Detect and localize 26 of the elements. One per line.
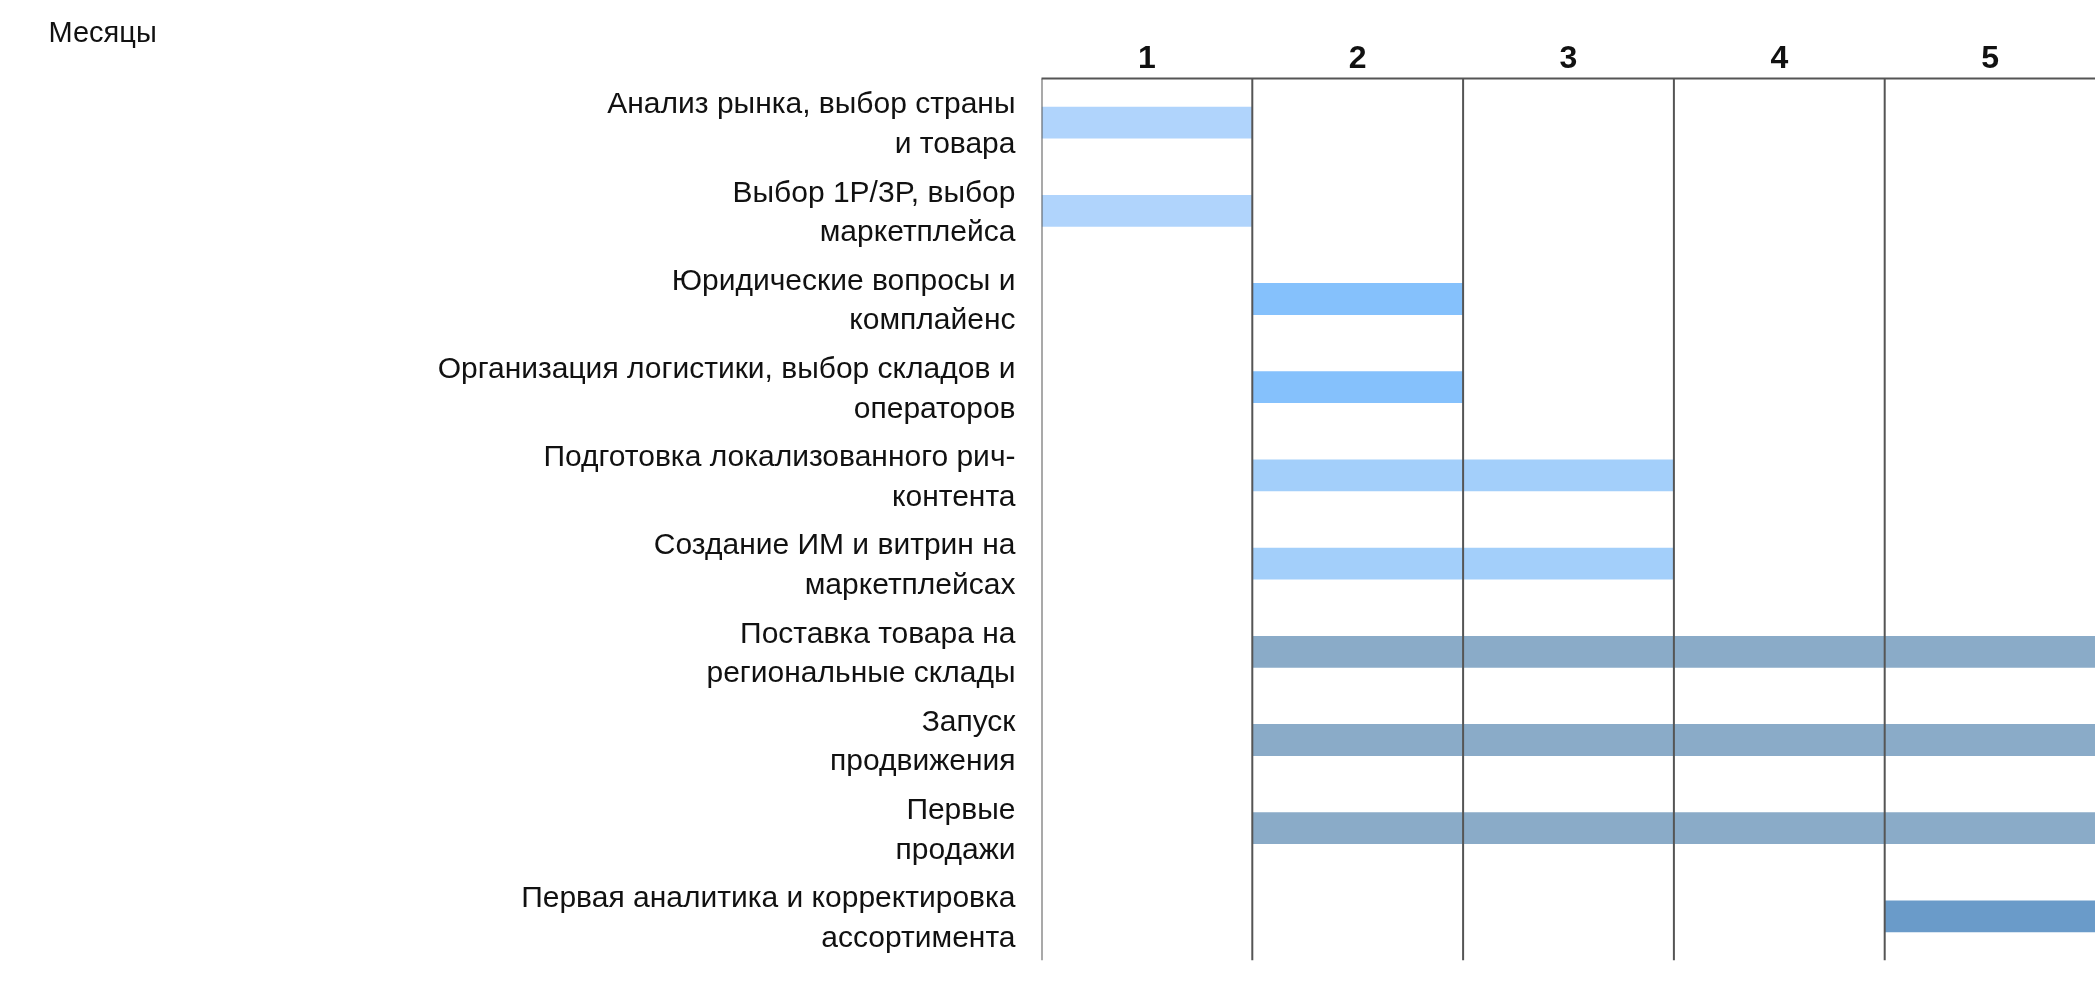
x-tick-label: 1 <box>1138 38 1156 75</box>
y-tick-label: Юридические вопросы и комплайенс <box>671 262 1016 336</box>
bar <box>1252 547 1674 580</box>
bar <box>1252 635 2095 668</box>
y-tick-label: Поставка товара на региональные склады <box>706 615 1016 689</box>
bar <box>1252 459 1674 492</box>
y-tick-label: Подготовка локализованного рич- контента <box>543 439 1016 512</box>
bar <box>1884 900 2095 933</box>
y-tick-label: Выбор 1P/3P, выбор маркетплейса <box>732 174 1016 248</box>
text: Месяцы <box>48 15 157 48</box>
bar <box>1252 283 1464 315</box>
bar <box>1041 194 1253 227</box>
bar <box>1252 371 1464 404</box>
bar <box>1252 812 2095 845</box>
x-tick-label: 3 <box>1559 38 1578 75</box>
y-tick-label: Организация логистики, выбор складов и операторов <box>437 350 1016 424</box>
y-tick-label: Первые продажи <box>895 791 1016 865</box>
x-tick-label: 5 <box>1981 38 1999 75</box>
y-tick-label: Создание ИМ и витрин на маркетплейсах <box>653 527 1016 600</box>
y-tick-label: Первая аналитика и корректировка ассортимента <box>521 880 1016 953</box>
y-tick-label: Анализ рынка, выбор страны и товара <box>607 86 1016 159</box>
x-tick-label: 2 <box>1348 38 1367 75</box>
y-tick-label: Запуск продвижения <box>830 703 1017 777</box>
bar <box>1252 724 2095 756</box>
bar <box>1041 106 1253 139</box>
x-tick-label: 4 <box>1770 38 1789 75</box>
